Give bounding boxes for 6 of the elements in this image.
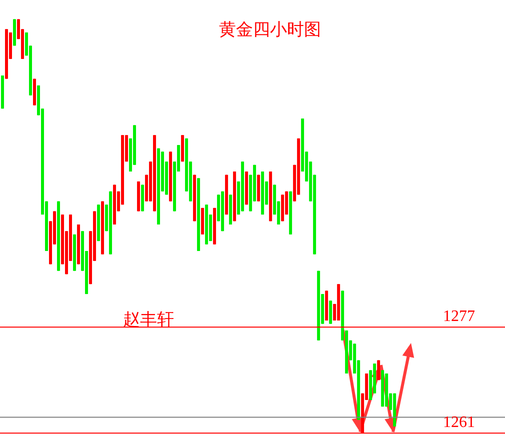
- ref-line-label: 1261: [443, 414, 475, 432]
- annotation: 赵丰轩: [123, 309, 174, 331]
- candlestick: [329, 300, 332, 324]
- candlestick: [377, 360, 380, 381]
- ref-line-label: 1277: [443, 308, 475, 326]
- text: 黄金四小时图: [218, 19, 322, 41]
